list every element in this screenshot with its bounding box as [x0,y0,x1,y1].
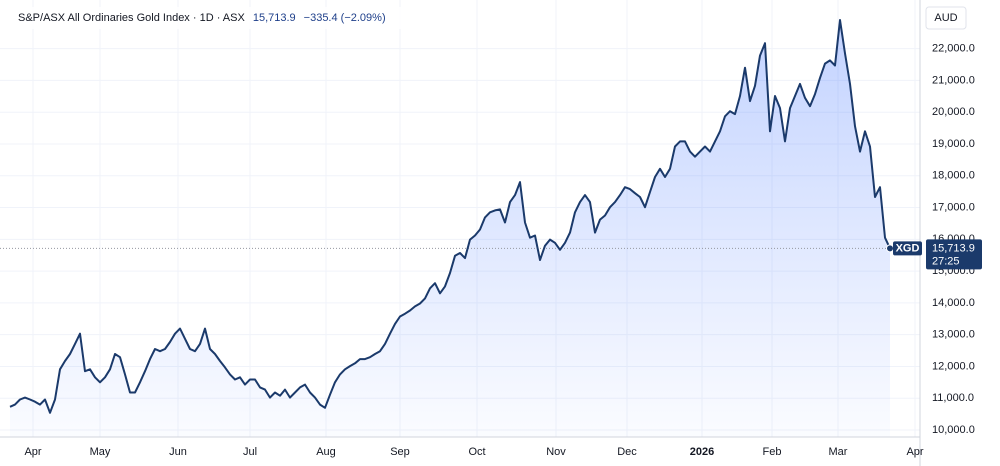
symbol-tag-label: XGD [896,242,920,254]
y-tick-label: 12,000.0 [932,360,975,372]
y-tick-label: 21,000.0 [932,74,975,86]
title: S&P/ASX All Ordinaries Gold Index · 1D ·… [18,12,245,24]
x-tick-label: Nov [546,446,566,458]
change: −335.4 (−2.09%) [304,12,386,24]
x-tick-label: Oct [468,446,485,458]
price-tag [926,239,982,270]
y-tick-label: 11,000.0 [932,392,974,404]
y-tick-label: 22,000.0 [932,43,975,55]
x-tick-label: Feb [763,446,782,458]
last-point [886,244,894,253]
y-tick-label: 13,000.0 [932,329,975,341]
x-tick-label: Jul [243,446,257,458]
symbol-tag [893,241,922,256]
currency-box[interactable] [925,6,967,30]
y-tick-label: 17,000.0 [932,201,975,213]
area-fill [10,20,890,437]
x-tick-label: Apr [24,446,41,458]
countdown-label: 27:25 [932,255,960,267]
x-tick-label: Dec [617,446,637,458]
x-tick-label: Sep [390,446,410,458]
y-tick-label: 20,000.0 [932,106,975,118]
y-tick-label: 10,000.0 [932,424,975,436]
price-tag-label: 15,713.9 [932,242,975,254]
price-line [9,19,891,414]
chart-title: S&P/ASX All Ordinaries Gold Index · 1D ·… [18,12,386,24]
y-tick-label: 19,000.0 [932,138,975,150]
legend-bg [10,7,405,29]
x-tick-label: 2026 [690,446,714,458]
x-tick-label: Mar [829,446,848,458]
y-tick-label: 14,000.0 [932,297,975,309]
y-tick-label: 18,000.0 [932,170,975,182]
x-tick-label: May [90,446,111,458]
x-tick-label: Apr [906,446,923,458]
x-tick-label: Aug [316,446,336,458]
x-tick-label: Jun [169,446,187,458]
currency[interactable]: AUD [934,12,957,24]
price: 15,713.9 [253,12,296,24]
